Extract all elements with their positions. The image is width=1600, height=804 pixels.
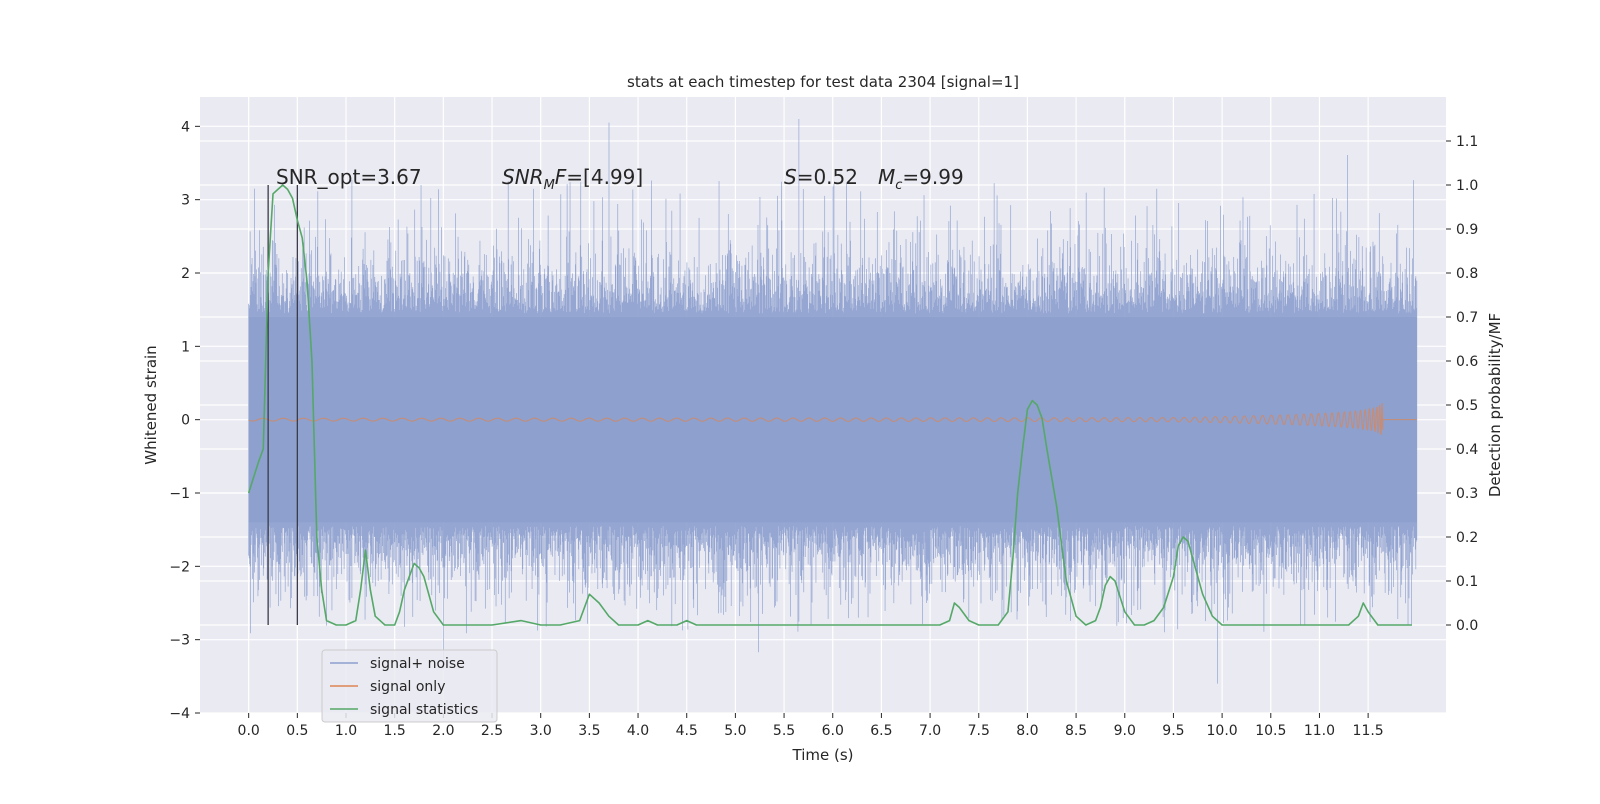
annotation-snr-opt: SNR_opt=3.67 [276,165,422,189]
x-tick-label-12: 6.0 [822,723,844,739]
y-tick-label-6: 2 [181,266,190,282]
x-tick-label-5: 2.5 [481,723,503,739]
y-tick-label-0: −4 [169,706,190,722]
annotation-mc: Mc=9.99 [878,165,964,193]
y-tick-label-7: 3 [181,193,190,209]
x-tick-label-16: 8.0 [1016,723,1038,739]
annotation-mc-italic: M [878,165,895,189]
y-right-tick-label-8: 0.8 [1456,266,1478,282]
legend-label-signal-statistics: signal statistics [370,702,478,718]
chart-title: stats at each timestep for test data 230… [627,73,1019,91]
x-tick-label-10: 5.0 [724,723,746,739]
y-right-tick-label-3: 0.3 [1456,486,1478,502]
y-tick-label-2: −2 [169,559,190,575]
y-right-tick-label-11: 1.1 [1456,134,1478,150]
y-right-tick-label-9: 0.9 [1456,222,1478,238]
y-right-axis-ticks: 0.0 0.1 0.2 0.3 0.4 0.5 0.6 0.7 0.8 0.9 1.0 1.1 [1446,134,1478,634]
annotation-snr-mf-sub: M [544,178,555,193]
x-tick-label-0: 0.0 [238,723,260,739]
noise-core [248,317,1417,523]
annotation-mc-value: =9.99 [902,165,963,189]
x-tick-label-1: 0.5 [286,723,308,739]
x-tick-label-17: 8.5 [1065,723,1087,739]
legend: signal+ noise signal only signal statist… [321,649,498,723]
annotation-snr-mf-italic: SNR [502,165,544,189]
legend-label-signal-noise: signal+ noise [370,656,465,672]
legend-box [321,649,498,723]
y-axis-label: Whitened strain [142,345,160,464]
vertical-markers [267,185,298,625]
x-tick-label-2: 1.0 [335,723,357,739]
legend-label-signal-only: signal only [370,679,445,695]
annotation-s-italic: S [784,165,797,189]
series-signal-noise [248,119,1418,684]
y-tick-label-3: −1 [169,486,190,502]
x-tick-label-19: 9.5 [1162,723,1184,739]
x-tick-label-6: 3.0 [530,723,552,739]
series-signal-only [248,403,1417,435]
x-tick-label-20: 10.0 [1207,723,1238,739]
x-tick-label-8: 4.0 [627,723,649,739]
y-right-tick-label-10: 1.0 [1456,178,1478,194]
x-tick-label-22: 11.0 [1304,723,1335,739]
x-tick-label-4: 2.0 [432,723,454,739]
y-right-tick-label-2: 0.2 [1456,530,1478,546]
y-tick-label-5: 1 [181,339,190,355]
series-signal-statistics [247,184,1412,626]
x-tick-label-7: 3.5 [578,723,600,739]
x-tick-label-13: 6.5 [870,723,892,739]
y-right-tick-label-7: 0.7 [1456,310,1478,326]
annotation-snr-mf-italic2: F [555,165,567,189]
statistics-line [247,184,1412,626]
annotation-snr-mf: SNRMF=[4.99] [502,165,643,193]
y-right-tick-label-0: 0.0 [1456,618,1478,634]
y-right-tick-label-6: 0.6 [1456,354,1478,370]
y-right-tick-label-5: 0.5 [1456,398,1478,414]
signal-trace [248,403,1417,435]
x-axis-label: Time (s) [792,746,854,764]
x-tick-label-18: 9.0 [1114,723,1136,739]
y-right-tick-label-1: 0.1 [1456,574,1478,590]
annotation-mc-sub: c [895,178,902,193]
y-axis-ticks: −4 −3 −2 −1 0 1 2 3 4 [169,119,200,722]
x-axis-ticks: 0.0 0.5 1.0 1.5 2.0 2.5 3.0 3.5 4.0 4.5 5.0 5.5 6.0 6… [238,713,1384,739]
x-tick-label-9: 4.5 [676,723,698,739]
y-tick-label-8: 4 [181,119,190,135]
x-tick-label-11: 5.5 [773,723,795,739]
y-tick-label-4: 0 [181,413,190,429]
x-tick-label-21: 10.5 [1255,723,1286,739]
x-tick-label-23: 11.5 [1353,723,1384,739]
y-right-tick-label-4: 0.4 [1456,442,1478,458]
annotation-s-value: =0.52 [797,165,858,189]
x-tick-label-14: 7.0 [919,723,941,739]
x-tick-label-15: 7.5 [968,723,990,739]
annotation-s: S=0.52 [784,165,858,189]
x-tick-label-3: 1.5 [384,723,406,739]
y-right-axis-label: Detection probability/MF [1486,313,1504,497]
y-tick-label-1: −3 [169,633,190,649]
annotation-snr-mf-value: =[4.99] [566,165,643,189]
